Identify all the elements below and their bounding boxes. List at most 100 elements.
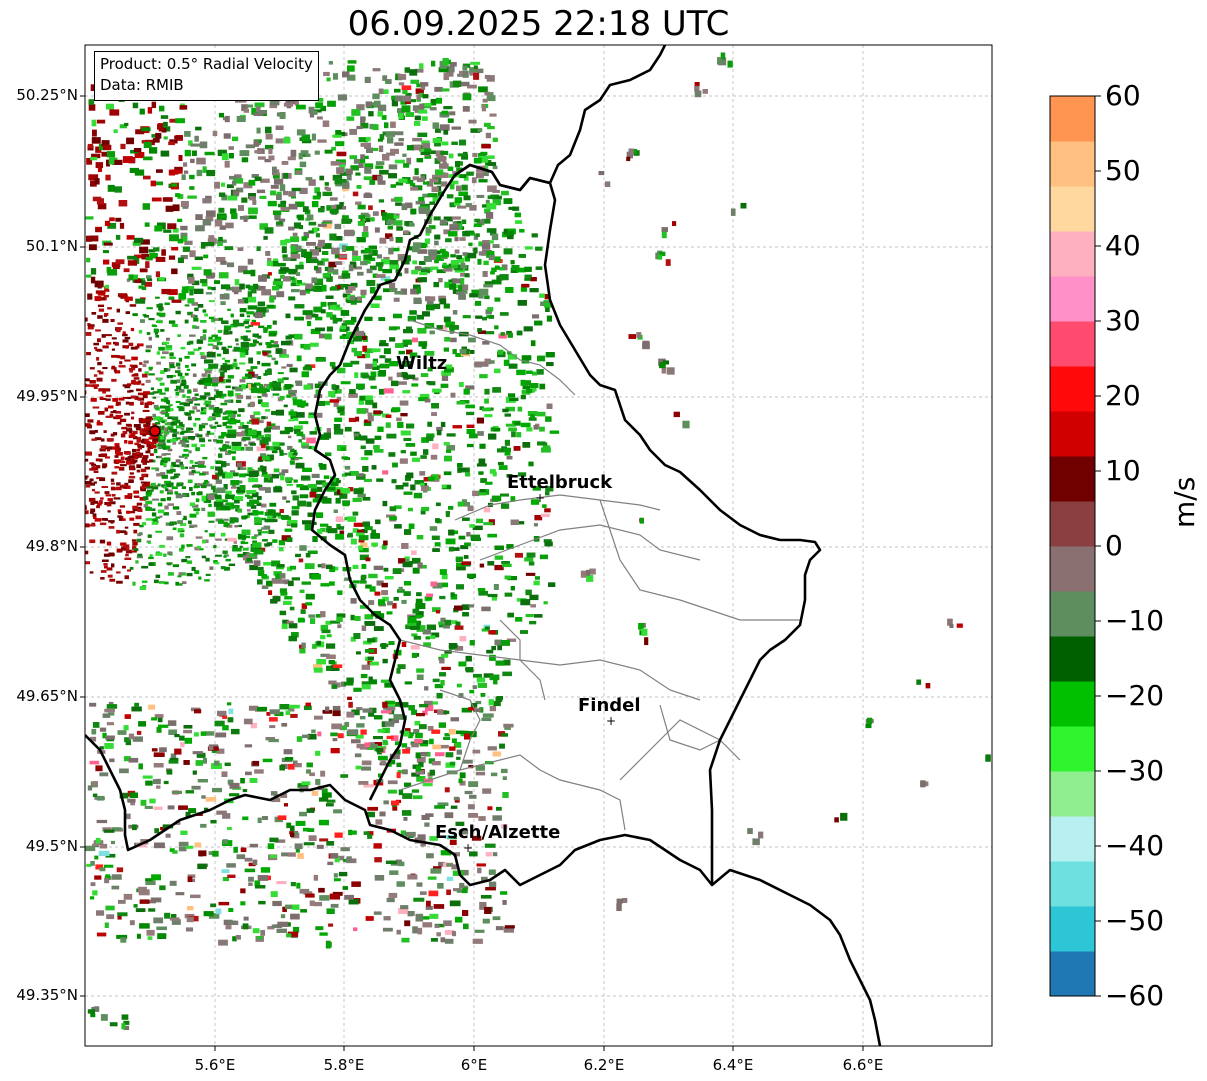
echo-cell [173, 464, 180, 467]
echo-cell [338, 526, 344, 530]
echo-cell [456, 584, 464, 590]
echo-cell [291, 523, 298, 528]
echo-cell [447, 118, 454, 123]
echo-cell [207, 374, 211, 378]
echo-cell [419, 393, 430, 400]
echo-cell [351, 316, 357, 323]
echo-cell [203, 269, 212, 276]
echo-cell [294, 316, 304, 321]
echo-cell [368, 376, 376, 381]
echo-cell [385, 233, 393, 239]
echo-cell [446, 433, 456, 437]
echo-cell [181, 558, 188, 563]
echo-cell [177, 528, 184, 531]
echo-cell [305, 313, 312, 320]
echo-cell [242, 376, 248, 380]
echo-cell [127, 569, 131, 572]
echo-cell [376, 254, 382, 259]
echo-cell [356, 707, 363, 711]
echo-cell [179, 439, 186, 444]
echo-cell [231, 213, 238, 220]
echo-cell [383, 348, 391, 354]
echo-cell [232, 319, 240, 326]
echo-cell [467, 573, 477, 579]
echo-cell [37, 369, 40, 373]
echo-cell [171, 247, 179, 251]
echo-cell [258, 484, 263, 489]
echo-cell [184, 131, 191, 137]
echo-cell [143, 457, 148, 461]
echo-cell [286, 537, 293, 543]
echo-cell [115, 234, 121, 240]
echo-cell [172, 527, 177, 530]
echo-cell [143, 481, 151, 486]
echo-cell [280, 239, 288, 246]
echo-cell [373, 736, 383, 740]
echo-cell [227, 308, 231, 311]
echo-cell [91, 522, 96, 526]
echo-cell [353, 433, 359, 437]
echo-cell [261, 531, 269, 534]
echo-cell [181, 430, 188, 434]
echo-cell [183, 402, 190, 407]
echo-cell [458, 693, 464, 698]
echo-cell [340, 488, 351, 494]
echo-cell [413, 492, 423, 499]
echo-cell [402, 153, 407, 157]
echo-cell [490, 427, 496, 432]
echo-cell [91, 488, 96, 492]
echo-cell [505, 287, 514, 293]
echo-cell [9, 429, 13, 431]
echo-cell [378, 266, 383, 272]
echo-cell [8, 442, 11, 445]
echo-cell [272, 393, 280, 396]
echo-cell [394, 505, 402, 510]
echo-cell [166, 408, 171, 412]
echo-cell [210, 466, 215, 470]
echo-cell [131, 455, 139, 459]
echo-cell [331, 209, 338, 215]
echo-cell [508, 206, 517, 210]
echo-cell [484, 295, 490, 300]
echo-cell [419, 63, 424, 69]
echo-cell [510, 260, 515, 265]
echo-cell [55, 368, 61, 372]
echo-cell [297, 280, 302, 284]
echo-cell [107, 449, 111, 452]
echo-cell [520, 395, 526, 400]
echo-cell [177, 366, 181, 370]
echo-cell [362, 684, 371, 690]
echo-cell [220, 505, 231, 511]
echo-cell [444, 281, 453, 288]
echo-cell [379, 355, 386, 359]
echo-cell [384, 682, 394, 688]
echo-cell [311, 277, 318, 284]
echo-cell [320, 527, 326, 532]
echo-cell [313, 664, 323, 670]
echo-cell [379, 134, 385, 140]
echo-cell [86, 257, 91, 263]
echo-cell [192, 406, 198, 410]
echo-cell [99, 477, 106, 482]
echo-cell [405, 746, 411, 751]
echo-cell [249, 196, 256, 201]
echo-cell [33, 430, 38, 432]
echo-cell [222, 550, 228, 554]
echo-cell [301, 581, 311, 585]
echo-cell [308, 614, 316, 618]
echo-cell [164, 302, 170, 305]
echo-cell [288, 411, 298, 416]
echo-cell [295, 380, 303, 386]
echo-cell [248, 357, 253, 364]
echo-cell [462, 517, 470, 521]
echo-cell [291, 187, 301, 192]
echo-cell [314, 150, 320, 155]
echo-cell [103, 430, 107, 433]
echo-cell [387, 225, 393, 230]
echo-cell [412, 457, 420, 462]
echo-cell [490, 231, 497, 236]
echo-cell [111, 482, 115, 485]
echo-cell [311, 258, 319, 264]
echo-cell [327, 302, 337, 306]
echo-cell [167, 551, 173, 555]
